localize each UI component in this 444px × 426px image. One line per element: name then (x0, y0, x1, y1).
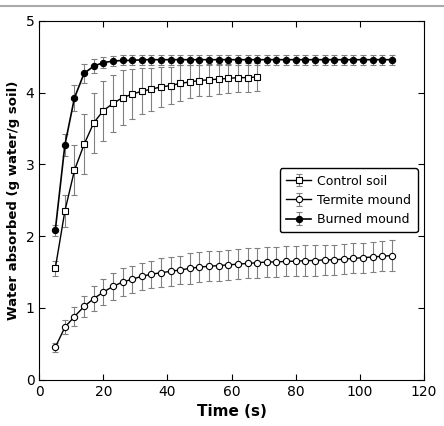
X-axis label: Time (s): Time (s) (197, 404, 266, 419)
Y-axis label: Water absorbed (g water/g soil): Water absorbed (g water/g soil) (7, 81, 20, 320)
Legend: Control soil, Termite mound, Burned mound: Control soil, Termite mound, Burned moun… (280, 168, 418, 232)
